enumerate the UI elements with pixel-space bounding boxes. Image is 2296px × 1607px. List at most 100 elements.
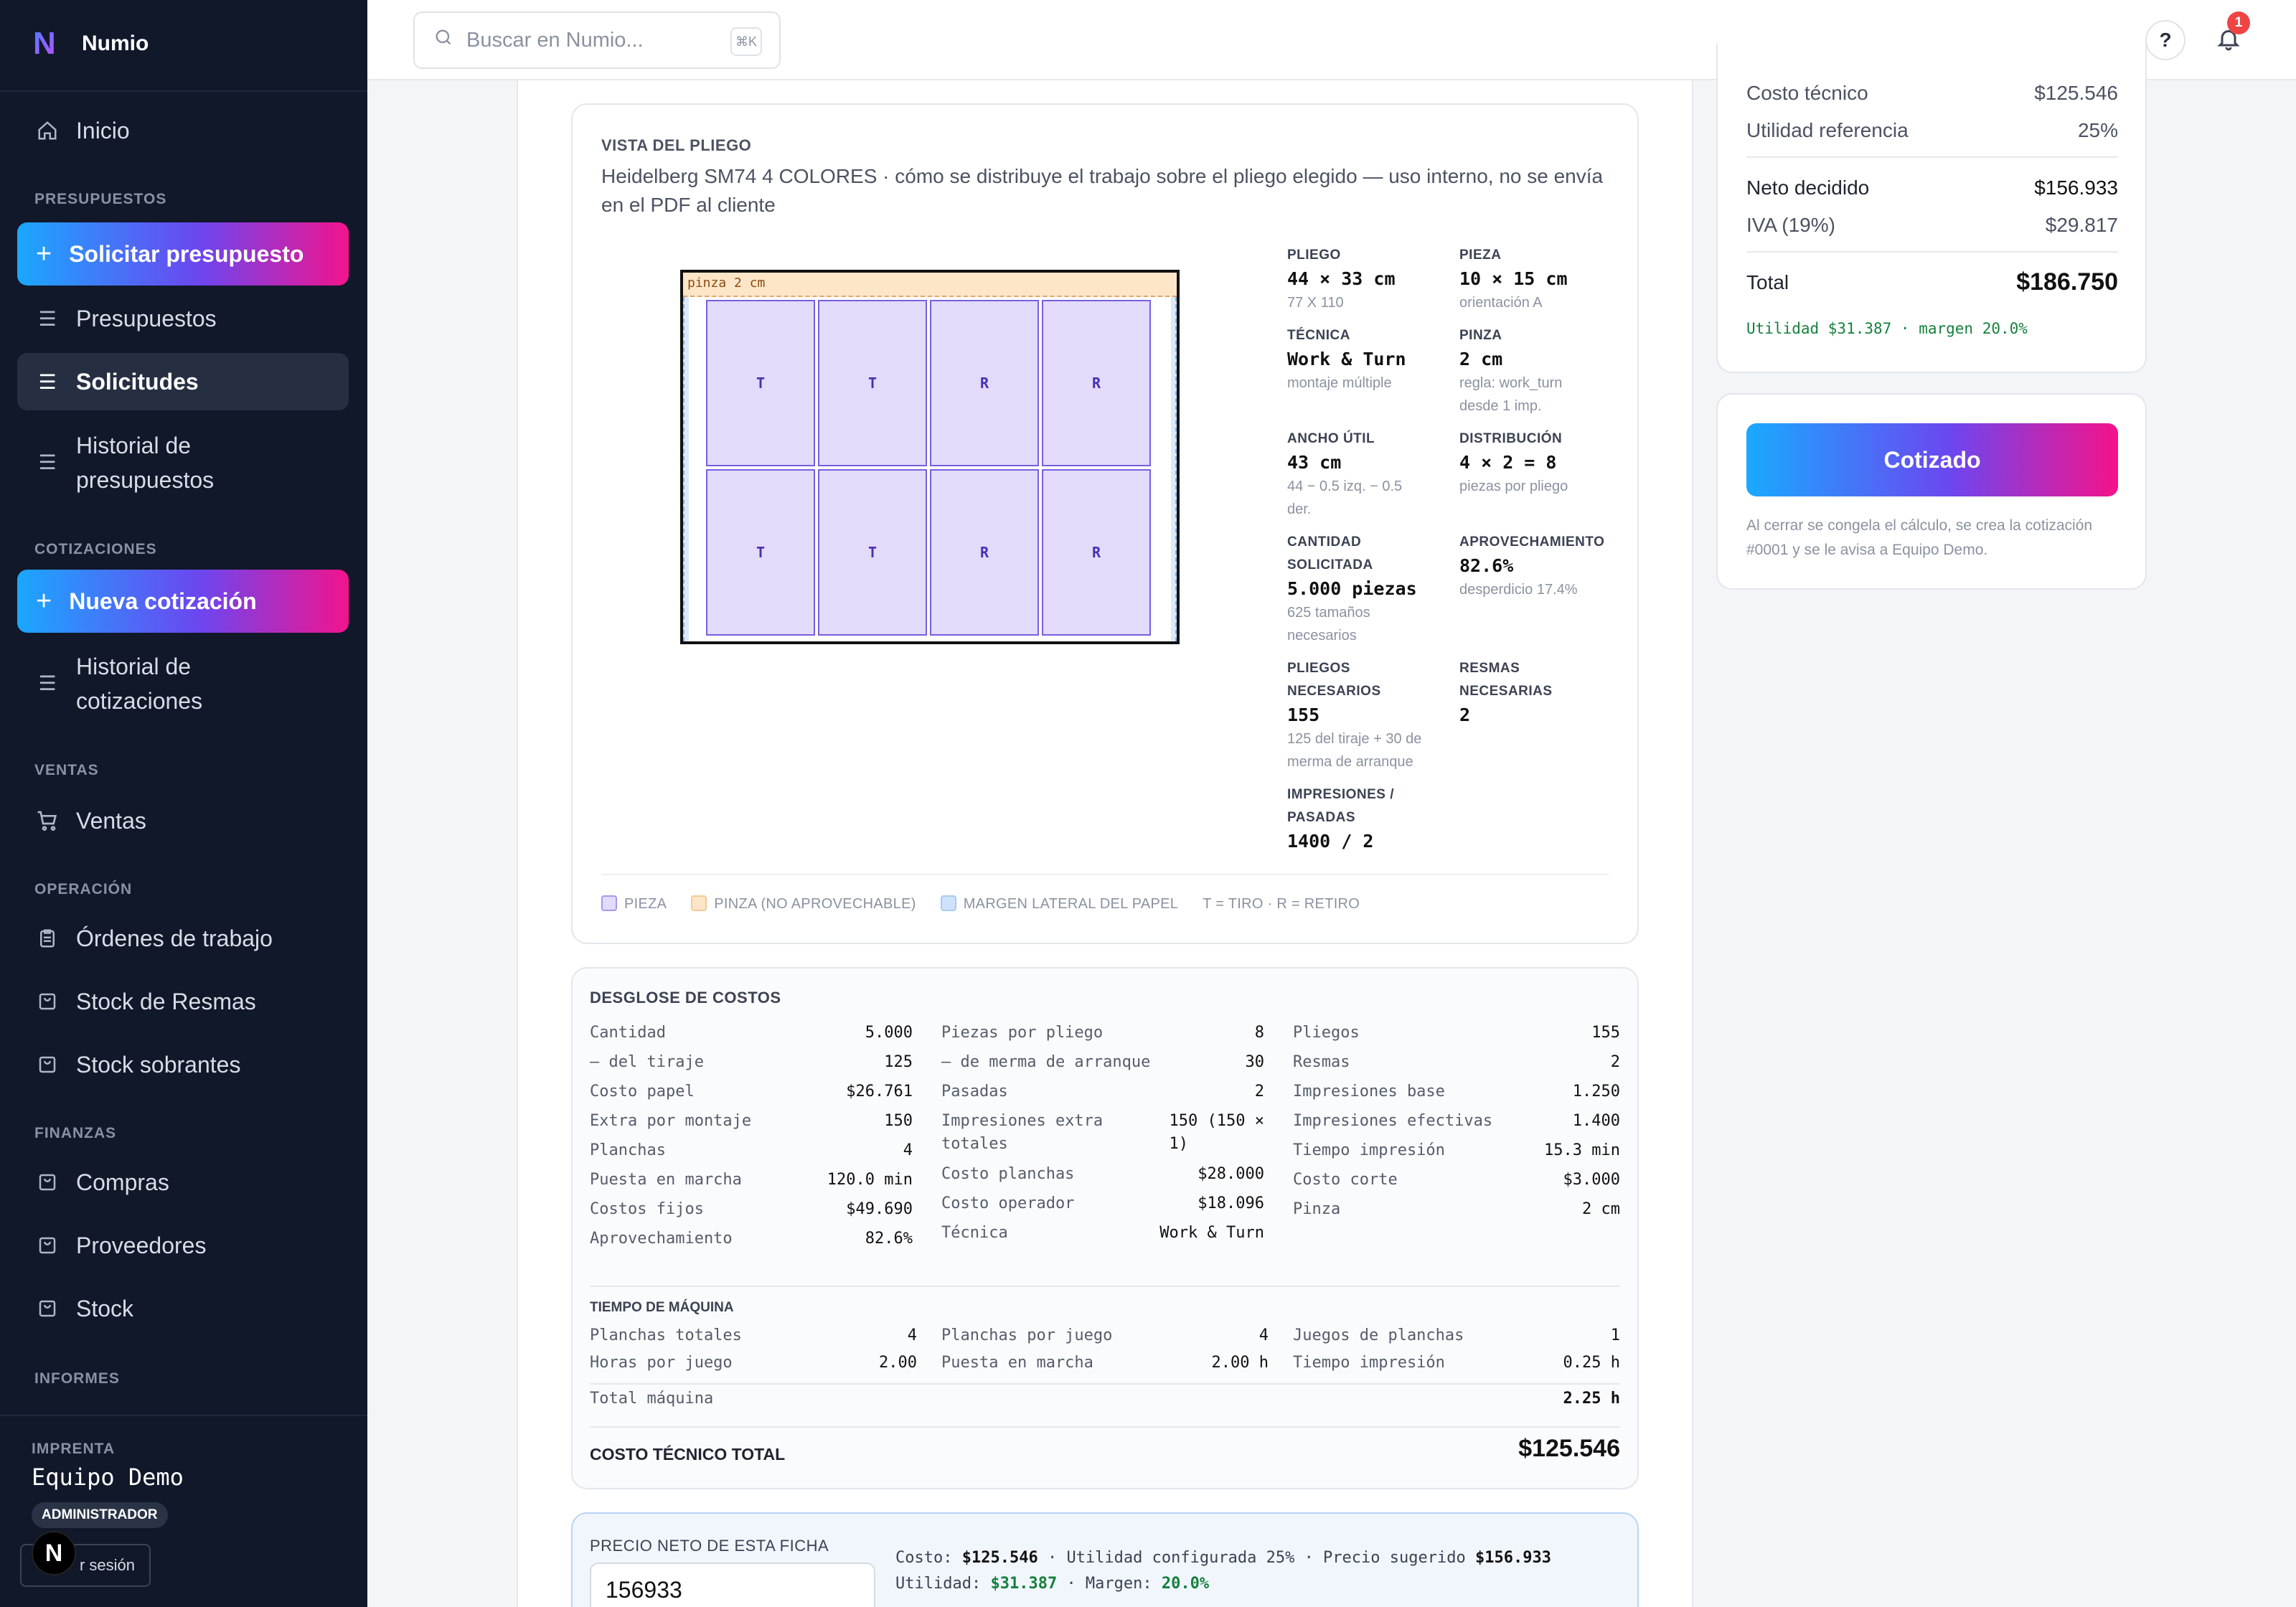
list-icon: ☰ — [38, 451, 57, 473]
label-line-1: Historial de — [76, 433, 192, 458]
spec-sub: regla: work_turn — [1459, 375, 1563, 391]
sidebar-item-proveedores[interactable]: Proveedores — [17, 1217, 349, 1274]
summary-costo-tecnico: Costo técnico $125.546 — [1746, 82, 2118, 105]
logout-button[interactable]: r sesión — [20, 1544, 151, 1587]
spec-label: TÉCNICA — [1287, 328, 1350, 343]
sheet-legend: PIEZA PINZA (NO APROVECHABLE) MARGEN LAT… — [601, 895, 1360, 913]
precio-neto-input[interactable]: 156933 — [590, 1563, 875, 1607]
spec-pliego: PLIEGO 44 × 33 cm 77 X 110 — [1287, 244, 1445, 314]
search-input[interactable]: Buscar en Numio... ⌘K — [413, 11, 781, 69]
row-value: 4 — [903, 1141, 913, 1159]
row-value: 150 — [884, 1112, 913, 1130]
brand[interactable]: N Numio — [33, 28, 149, 60]
cost-row: Cantidad 5.000 — [590, 1022, 913, 1045]
row-key: Total — [1746, 270, 1789, 293]
row-key: Neto decidido — [1746, 176, 1870, 199]
spec-value: 2 cm — [1459, 349, 1503, 369]
clipboard-icon — [36, 927, 59, 950]
sidebar-item-ordenes[interactable]: Órdenes de trabajo — [17, 910, 349, 967]
section-label-operacion: OPERACIÓN — [34, 881, 133, 897]
sidebar-item-historial-presupuestos[interactable]: ☰ Historial de presupuestos — [17, 423, 349, 502]
row-value: $3.000 — [1563, 1171, 1620, 1189]
row-key: Puesta en marcha — [590, 1171, 742, 1189]
legend-pieza: PIEZA — [601, 895, 667, 913]
row-value: 30 — [1245, 1053, 1265, 1071]
home-icon — [36, 119, 59, 142]
costo-total-label: COSTO TÉCNICO TOTAL — [590, 1445, 786, 1464]
spec-label: NECESARIOS — [1287, 684, 1381, 699]
spec-pliegos: PLIEGOS NECESARIOS 155 125 del tiraje + … — [1287, 657, 1445, 773]
precio-label: PRECIO NETO DE ESTA FICHA — [590, 1537, 829, 1555]
sheet-piece: R — [930, 300, 1039, 466]
section-label-informes: INFORMES — [34, 1370, 120, 1387]
divider — [1746, 156, 2118, 158]
cotizado-button[interactable]: Cotizado — [1746, 423, 2118, 496]
solicitar-presupuesto-button[interactable]: + Solicitar presupuesto — [17, 222, 349, 286]
sidebar-divider — [0, 1415, 367, 1416]
row-key: Planchas — [590, 1141, 666, 1159]
vista-pliego-card: VISTA DEL PLIEGO Heidelberg SM74 4 COLOR… — [571, 103, 1639, 944]
legend-text: MARGEN LATERAL DEL PAPEL — [963, 896, 1179, 912]
spec-value: 1400 / 2 — [1287, 831, 1374, 852]
spec-label: DISTRIBUCIÓN — [1459, 431, 1563, 446]
row-value: 4 — [907, 1326, 917, 1344]
row-key: Tiempo impresión — [1293, 1141, 1445, 1159]
row-value: 1.400 — [1572, 1112, 1620, 1130]
spec-value: 2 — [1459, 704, 1471, 725]
row-key: Impresiones efectivas — [1293, 1112, 1493, 1130]
sidebar-item-stock-sobrantes[interactable]: Stock sobrantes — [17, 1036, 349, 1093]
maquina-row: Tiempo impresión 0.25 h — [1293, 1352, 1620, 1375]
sheet-piece: T — [818, 469, 927, 636]
sidebar-item-stock[interactable]: Stock — [17, 1280, 349, 1337]
sidebar-item-solicitudes[interactable]: ☰ Solicitudes — [17, 353, 349, 410]
row-key: Costos fijos — [590, 1200, 704, 1218]
help-button[interactable]: ? — [2145, 20, 2186, 60]
cost-row: Costo papel $26.761 — [590, 1080, 913, 1103]
sheet-piece: T — [706, 300, 815, 466]
row-value: 2 — [1254, 1083, 1264, 1101]
row-key: — de merma de arranque — [941, 1053, 1151, 1071]
list-icon: ☰ — [38, 672, 57, 694]
margin-left — [683, 297, 689, 641]
summary-utilidad-line: Utilidad $31.387 · margen 20.0% — [1746, 320, 2028, 337]
row-key: Resmas — [1293, 1053, 1350, 1071]
row-value: 2 — [1610, 1053, 1620, 1071]
spec-label: PASADAS — [1287, 810, 1355, 825]
spec-label: APROVECHAMIENTO — [1459, 534, 1605, 550]
sidebar-item-historial-cotizaciones[interactable]: ☰ Historial de cotizaciones — [17, 644, 349, 723]
info-text: Costo: — [895, 1549, 953, 1567]
sidebar-item-label: Stock de Resmas — [76, 988, 256, 1014]
sidebar-item-presupuestos[interactable]: ☰ Presupuestos — [17, 290, 349, 347]
precio-neto-card: PRECIO NETO DE ESTA FICHA 156933 Costo: … — [571, 1512, 1639, 1607]
sidebar-item-stock-resmas[interactable]: Stock de Resmas — [17, 973, 349, 1030]
imprenta-label: IMPRENTA — [32, 1441, 116, 1457]
legend-codes: T = TIRO · R = RETIRO — [1203, 895, 1360, 912]
spec-value: 10 × 15 cm — [1459, 268, 1568, 289]
floating-avatar-badge[interactable]: N — [32, 1531, 76, 1575]
row-value-line: 150 (150 × — [1169, 1112, 1264, 1130]
row-key: Costo papel — [590, 1083, 695, 1101]
sidebar-item-ventas[interactable]: Ventas — [17, 792, 349, 849]
cotizado-note: Al cerrar se congela el cálculo, se crea… — [1746, 517, 2093, 558]
spec-label: ANCHO ÚTIL — [1287, 431, 1375, 446]
summary-total: Total $186.750 — [1746, 268, 2118, 296]
costo-value: $125.546 — [961, 1549, 1038, 1567]
spec-label: PLIEGO — [1287, 248, 1341, 263]
maquina-row: Planchas totales 4 — [590, 1324, 917, 1347]
spec-value: 82.6% — [1459, 555, 1514, 576]
row-key: Planchas totales — [590, 1326, 742, 1344]
sidebar-item-compras[interactable]: Compras — [17, 1154, 349, 1211]
row-key: Impresiones base — [1293, 1083, 1445, 1101]
precio-info: Costo: $125.546 · Utilidad configurada 2… — [895, 1545, 1551, 1597]
nueva-cotizacion-button[interactable]: + Nueva cotización — [17, 570, 349, 633]
spec-aprovechamiento: APROVECHAMIENTO 82.6% desperdicio 17.4% — [1459, 531, 1617, 601]
row-value: 25% — [2077, 119, 2118, 141]
cost-row: Piezas por pliego 8 — [941, 1022, 1264, 1045]
sidebar-item-inicio[interactable]: Inicio — [17, 102, 349, 159]
spec-sub: 625 tamaños — [1287, 605, 1370, 621]
cta-label: Nueva cotización — [69, 588, 257, 614]
row-key-line: Impresiones extra — [941, 1112, 1104, 1130]
cost-row: Planchas 4 — [590, 1139, 913, 1162]
sheet-piece: R — [930, 469, 1039, 636]
